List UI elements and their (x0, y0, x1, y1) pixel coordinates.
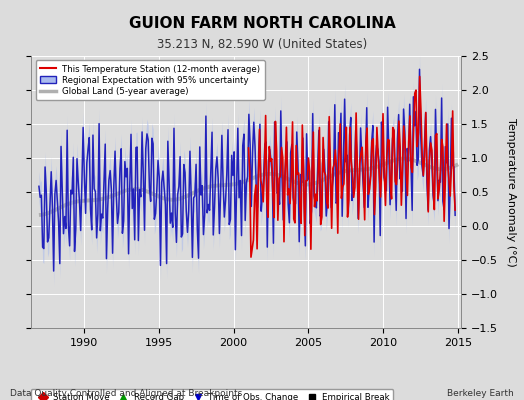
Text: 35.213 N, 82.590 W (United States): 35.213 N, 82.590 W (United States) (157, 38, 367, 51)
Text: Data Quality Controlled and Aligned at Breakpoints: Data Quality Controlled and Aligned at B… (10, 389, 243, 398)
Y-axis label: Temperature Anomaly (°C): Temperature Anomaly (°C) (506, 118, 516, 266)
Text: GUION FARM NORTH CAROLINA: GUION FARM NORTH CAROLINA (128, 16, 396, 31)
Text: Berkeley Earth: Berkeley Earth (447, 389, 514, 398)
Legend: Station Move, Record Gap, Time of Obs. Change, Empirical Break: Station Move, Record Gap, Time of Obs. C… (30, 390, 394, 400)
